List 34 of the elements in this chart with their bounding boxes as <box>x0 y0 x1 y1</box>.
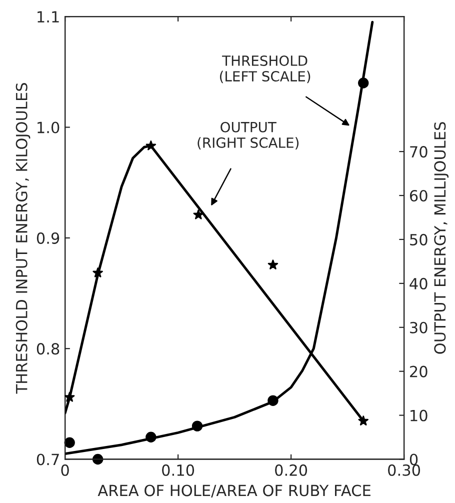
y-tick-label: 0.8 <box>36 343 60 355</box>
point <box>192 420 203 432</box>
y2-tick-label: 20 <box>410 366 428 378</box>
y-tick-label: 1.0 <box>38 122 60 134</box>
point <box>193 209 204 220</box>
y-tick-label: 1.1 <box>38 11 59 22</box>
x-tick-label: 0.30 <box>388 464 420 476</box>
y2-tick-label: 50 <box>410 234 428 246</box>
point <box>268 260 278 270</box>
point <box>92 268 103 278</box>
point <box>358 416 368 426</box>
y-tick-label: 0.9 <box>36 232 60 244</box>
y-axis-title: THRESHOLD INPUT ENERGY, KILOJOULES <box>16 83 30 394</box>
y2-tick-label: 0 <box>410 454 418 466</box>
y2-tick-label: 10 <box>410 410 428 422</box>
y2-tick-label: 40 <box>410 278 428 290</box>
y2-axis-title: OUTPUT ENERGY, MILLIJOULES <box>434 122 449 354</box>
point <box>64 437 75 448</box>
point <box>268 395 278 406</box>
x-tick-label: 0 <box>61 464 69 476</box>
y2-tick-label: 60 <box>410 190 428 202</box>
line-series <box>65 20 374 455</box>
point <box>358 78 369 88</box>
point <box>64 392 75 402</box>
point <box>146 140 156 150</box>
annotation: OUTPUT (RIGHT SCALE) <box>198 122 299 150</box>
x-tick-label: 0.10 <box>162 464 194 476</box>
y-tick-label: 0.7 <box>36 454 59 466</box>
y2-tick-label: 70 <box>410 146 428 158</box>
annotation: THRESHOLD (LEFT SCALE) <box>220 55 310 84</box>
y2-tick-label: 30 <box>410 322 428 334</box>
x-tick-label: 0.20 <box>275 464 308 476</box>
point <box>146 432 156 442</box>
x-axis-title: AREA OF HOLE/AREA OF RUBY FACE <box>98 484 370 498</box>
